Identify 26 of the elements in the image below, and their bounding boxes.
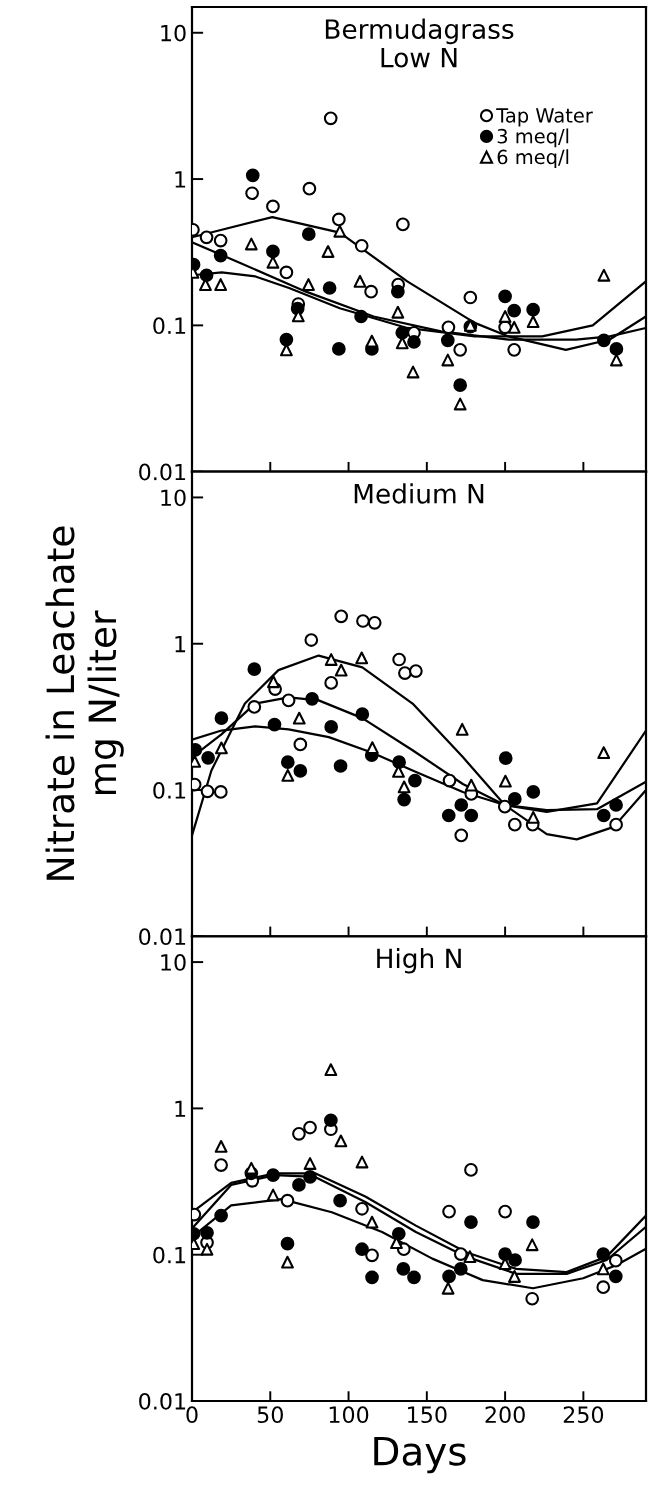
x-tick-label: 150 — [408, 1406, 447, 1424]
y-tick-label: 0.1 — [153, 781, 186, 799]
x-tick-label: 100 — [329, 1406, 369, 1424]
y-tick-label: 1 — [175, 1100, 186, 1117]
x-tick-label: 0 — [186, 1406, 198, 1424]
text: Bermudagrass Low N — [325, 18, 514, 68]
y-tick-label: 0.01 — [139, 463, 186, 481]
y-tick-label: 0.1 — [153, 1246, 186, 1264]
y-tick-label: 10 — [161, 954, 186, 971]
legend-label: 3 meq/l — [497, 128, 569, 148]
y-tick-label: 0.01 — [139, 1392, 186, 1410]
x-tick-label: 250 — [563, 1406, 604, 1424]
x-tick-label: 200 — [485, 1406, 525, 1424]
x-axis-title: Days — [374, 1436, 466, 1474]
y-tick-label: 10 — [161, 24, 186, 42]
y-tick-label: 1 — [175, 171, 186, 188]
legend-label: Tap Water — [496, 108, 593, 127]
x-tick-label: 50 — [257, 1406, 283, 1424]
y-tick-label: 0.1 — [153, 317, 186, 335]
y-axis-title: Nitrate in Leachate mg N/liter — [45, 526, 124, 880]
chart-title: High N — [377, 947, 461, 974]
chart-title: Medium N — [354, 483, 484, 504]
y-tick-label: 0.01 — [139, 928, 186, 946]
y-tick-label: 1 — [175, 635, 186, 653]
y-tick-label: 10 — [161, 489, 186, 507]
legend-label: 6 meq/l — [497, 149, 569, 169]
